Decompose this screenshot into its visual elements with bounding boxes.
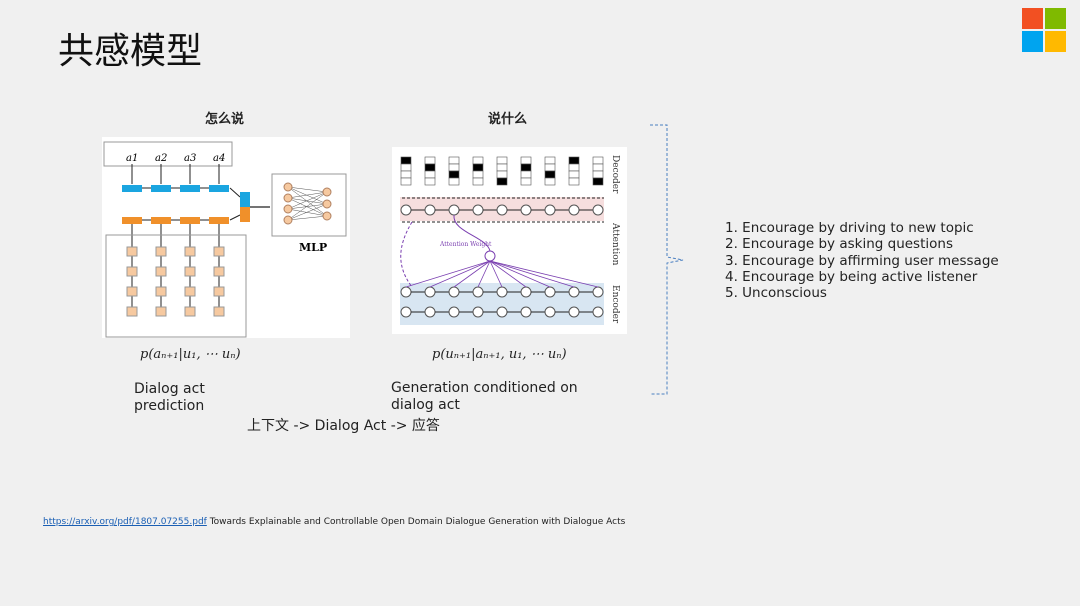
pipeline-text: 上下文 -> Dialog Act -> 应答 <box>247 418 440 434</box>
act-label: a2 <box>155 153 167 164</box>
right-formula: p(uₙ₊₁|aₙ₊₁, u₁, ⋯ uₙ) <box>432 347 567 362</box>
list-item: 4. Encourage by being active listener <box>725 268 978 285</box>
act-list: 1. Encourage by driving to new topic 2. … <box>725 220 999 301</box>
list-item: 3. Encourage by affirming user message <box>725 252 999 269</box>
slide-title: 共感模型 <box>58 31 203 72</box>
generation-diagram: Attention Weight Decoder Attention Encod… <box>392 147 627 334</box>
paper-title: Towards Explainable and Controllable Ope… <box>209 517 626 527</box>
attention-label: Attention <box>610 222 620 266</box>
brace <box>650 124 684 395</box>
paper-link[interactable]: https://arxiv.org/pdf/1807.07255.pdf <box>43 517 207 527</box>
dialog-act-prediction-diagram: a1 a2 a3 a4 MLP <box>102 137 350 338</box>
attention-weight-label: Attention Weight <box>439 241 492 248</box>
mlp-label: MLP <box>299 241 327 254</box>
list-item: 2. Encourage by asking questions <box>725 236 953 253</box>
encoder-label: Encoder <box>610 285 620 324</box>
left-formula: p(aₙ₊₁|u₁, ⋯ uₙ) <box>140 347 241 362</box>
act-label: a3 <box>184 153 196 164</box>
list-item: 1. Encourage by driving to new topic <box>725 220 974 236</box>
right-header: 说什么 <box>488 112 528 127</box>
left-header: 怎么说 <box>205 112 245 127</box>
list-item: 5. Unconscious <box>725 285 827 302</box>
decoder-label: Decoder <box>610 155 620 194</box>
act-label: a4 <box>213 153 225 164</box>
right-caption: Generation conditioned on dialog act <box>391 380 578 413</box>
reference: https://arxiv.org/pdf/1807.07255.pdf Tow… <box>43 517 625 527</box>
act-label: a1 <box>126 153 138 164</box>
left-caption: Dialog act prediction <box>134 381 205 414</box>
microsoft-logo <box>1022 8 1066 52</box>
